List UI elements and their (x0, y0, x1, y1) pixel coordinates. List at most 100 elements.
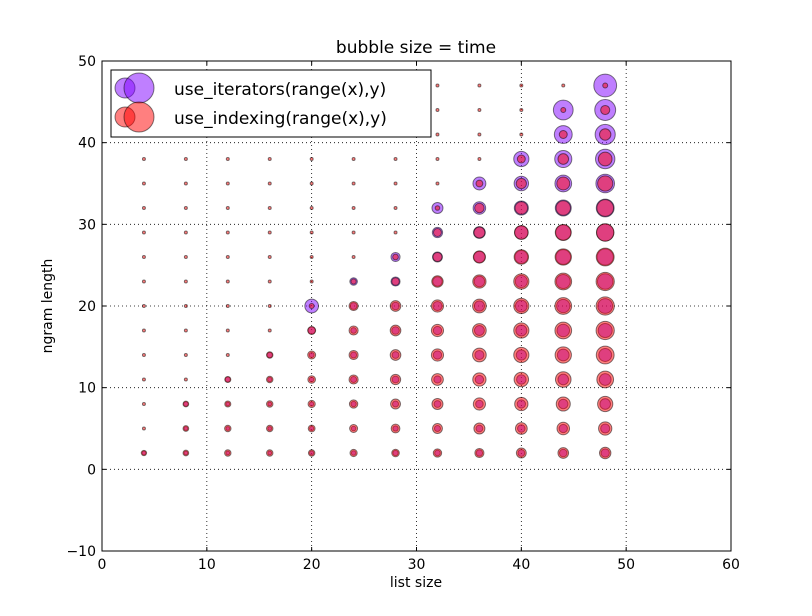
bubble-point (351, 230, 356, 235)
bubble-point (596, 199, 615, 217)
bubble-point (141, 328, 146, 333)
bubble-point (141, 353, 146, 357)
bubble-point (267, 279, 272, 284)
bubble-point (519, 132, 524, 137)
bubble-point (393, 206, 398, 210)
bubble-point (472, 250, 486, 264)
legend-bubble-large (123, 101, 155, 133)
bubble-point (472, 323, 487, 338)
bubble-point (477, 83, 482, 88)
legend: use_iterators(range(x),y) use_indexing(r… (110, 69, 432, 138)
bubble-point (307, 375, 316, 384)
bubble-point (309, 157, 314, 161)
bubble-point (431, 275, 444, 288)
grid-lines (102, 61, 731, 551)
bubble-point (224, 424, 232, 433)
bubble-point (349, 424, 359, 433)
bubble-point (472, 298, 487, 314)
bubble-point (432, 251, 443, 263)
bubble-point (472, 372, 487, 387)
legend-label-use-indexing: use_indexing(range(x),y) (174, 109, 387, 129)
bubble-point (183, 304, 188, 308)
x-axis-label: list size (390, 575, 442, 591)
bubble-point (141, 206, 146, 210)
bubble-point (477, 157, 482, 161)
bubble-point (554, 371, 572, 388)
bubble-point (519, 83, 524, 88)
bubble-point (267, 206, 272, 210)
bubble-point (554, 248, 572, 266)
bubble-point (513, 371, 530, 388)
legend-bubble-large (123, 72, 155, 104)
bubble-point (393, 157, 398, 161)
bubble-point (351, 157, 356, 161)
bubble-point (182, 425, 190, 432)
bubble-point (595, 247, 615, 267)
bubble-point (389, 373, 402, 386)
bubble-point (266, 400, 274, 408)
bubble-point (183, 279, 188, 284)
x-tick-label: 20 (303, 557, 321, 573)
bubble-point (477, 108, 482, 112)
bubble-point (595, 296, 615, 316)
bubble-point (141, 426, 146, 431)
bubble-point (389, 324, 402, 337)
bubble-point (307, 424, 316, 433)
bubble-point (596, 370, 615, 389)
y-tick-label: 10 (78, 381, 96, 397)
bubble-point (225, 255, 230, 259)
bubble-point (309, 279, 314, 284)
bubble-point (183, 157, 188, 161)
bubble-point (183, 353, 188, 357)
bubble-point (595, 271, 615, 292)
bubble-point (555, 200, 571, 216)
bubble-point (183, 181, 188, 186)
bubble-point (182, 400, 190, 408)
x-tick-label: 50 (617, 557, 635, 573)
bubble-point (513, 346, 530, 364)
bubble-point (472, 347, 487, 363)
bubble-point (183, 377, 188, 382)
x-tick-label: 0 (98, 557, 107, 573)
bubble-point (602, 82, 609, 89)
bubble-point (557, 447, 570, 459)
bubble-point (389, 300, 402, 312)
bubble-point (225, 206, 230, 210)
bubble-point (513, 225, 529, 240)
bubble-point (309, 230, 314, 235)
bubble-point (432, 423, 443, 434)
bubble-point (307, 399, 316, 409)
bubble-point (183, 206, 188, 210)
bubble-point (348, 374, 359, 385)
bubble-point (597, 151, 613, 167)
bubble-point (599, 128, 612, 141)
bubble-point (141, 157, 146, 161)
bubble-point (513, 249, 530, 265)
bubble-point (595, 345, 615, 365)
bubble-point (391, 448, 400, 458)
y-axis-label: ngram length (40, 259, 56, 354)
bubble-point (182, 449, 190, 457)
bubble-point (393, 230, 398, 235)
bubble-point (267, 157, 272, 161)
bubble-point (515, 447, 527, 459)
bubble-point (225, 304, 230, 308)
bubble-point (141, 181, 146, 186)
bubble-point (307, 350, 317, 360)
bubble-point (435, 181, 440, 186)
bubble-point (597, 395, 614, 413)
bubble-point (266, 449, 274, 457)
y-tick-label: 20 (78, 299, 96, 315)
bubble-point (430, 299, 445, 313)
bubble-point (348, 300, 359, 312)
bubble-point (555, 396, 571, 412)
bubble-point (348, 325, 359, 336)
bubble-point (432, 448, 443, 458)
bubble-point (513, 322, 530, 339)
bubble-point (597, 175, 614, 192)
bubble-point (435, 83, 440, 88)
bubble-point (431, 373, 444, 386)
x-tick-label: 40 (512, 557, 530, 573)
